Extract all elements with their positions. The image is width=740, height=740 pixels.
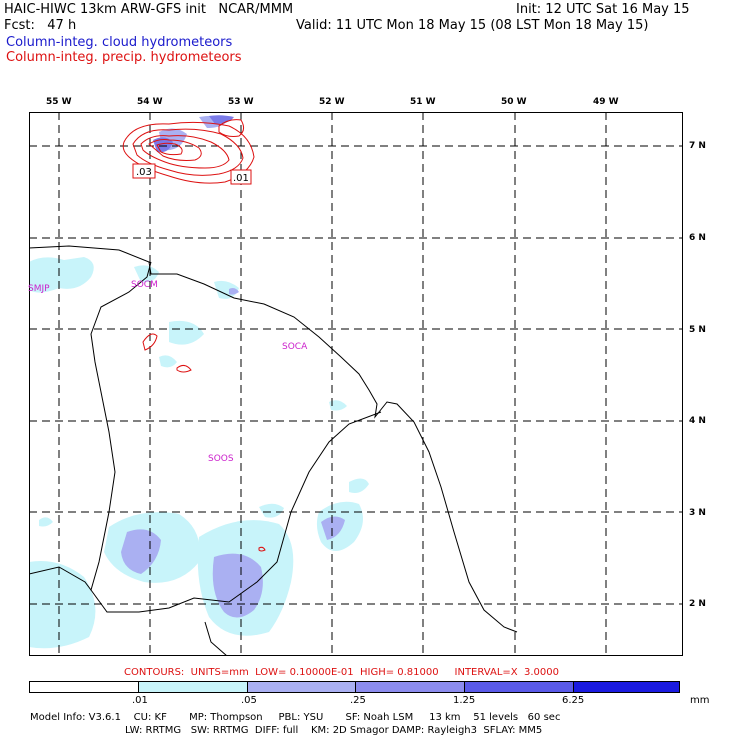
map-frame bbox=[29, 112, 683, 656]
contour-label-01: .01 bbox=[233, 173, 249, 184]
init-time: Init: 12 UTC Sat 16 May 15 bbox=[516, 2, 690, 17]
weather-map: .03 .01 bbox=[29, 112, 683, 656]
station-smjp: SMJP bbox=[28, 284, 50, 294]
map-title: HAIC-HIWC 13km ARW-GFS init NCAR/MMM bbox=[4, 2, 294, 17]
colorbar-tick-05: .05 bbox=[241, 695, 257, 706]
colorbar-bin-6 bbox=[573, 681, 680, 693]
coastline bbox=[29, 245, 518, 656]
lat-label-2n: 2 N bbox=[689, 599, 706, 609]
station-socm: SOCM bbox=[131, 280, 158, 290]
colorbar-bin-3 bbox=[247, 681, 356, 693]
lon-label-49w: 49 W bbox=[593, 97, 619, 107]
contour-label-box-1 bbox=[132, 163, 156, 179]
cloud-shading-light bbox=[29, 257, 369, 649]
forecast-hour: Fcst: 47 h bbox=[4, 18, 77, 33]
colorbar-tick-625: 6.25 bbox=[562, 695, 585, 706]
lon-label-54w: 54 W bbox=[137, 97, 163, 107]
station-soca: SOCA bbox=[282, 342, 308, 352]
cloud-shading-dark bbox=[153, 115, 234, 153]
lat-label-5n: 5 N bbox=[689, 325, 706, 335]
lon-label-55w: 55 W bbox=[46, 97, 72, 107]
contour-label-03: .03 bbox=[136, 167, 152, 178]
colorbar-tick-25: .25 bbox=[350, 695, 366, 706]
colorbar-bin-1 bbox=[29, 681, 139, 693]
station-soos: SOOS bbox=[208, 454, 234, 464]
model-info-line1: Model Info: V3.6.1 CU: KF MP: Thompson P… bbox=[30, 712, 561, 723]
cloud-shading-medium bbox=[121, 115, 345, 618]
lon-label-52w: 52 W bbox=[319, 97, 345, 107]
contour-label-box-2 bbox=[230, 169, 252, 185]
lat-lon-grid bbox=[29, 112, 683, 656]
lon-label-51w: 51 W bbox=[410, 97, 436, 107]
lat-label-3n: 3 N bbox=[689, 508, 706, 518]
lat-label-6n: 6 N bbox=[689, 233, 706, 243]
lat-label-7n: 7 N bbox=[689, 141, 706, 151]
lat-label-4n: 4 N bbox=[689, 416, 706, 426]
lon-label-50w: 50 W bbox=[501, 97, 527, 107]
legend-precip: Column-integ. precip. hydrometeors bbox=[6, 50, 242, 65]
lon-label-53w: 53 W bbox=[228, 97, 254, 107]
colorbar-tick-01: .01 bbox=[132, 695, 148, 706]
model-info-line2: LW: RRTMG SW: RRTMG DIFF: full KM: 2D Sm… bbox=[125, 725, 543, 736]
colorbar-bin-5 bbox=[464, 681, 574, 693]
colorbar-bin-4 bbox=[355, 681, 465, 693]
valid-time: Valid: 11 UTC Mon 18 May 15 (08 LST Mon … bbox=[296, 18, 649, 33]
colorbar-unit: mm bbox=[690, 695, 710, 706]
colorbar-tick-125: 1.25 bbox=[453, 695, 476, 706]
legend-cloud: Column-integ. cloud hydrometeors bbox=[6, 35, 233, 50]
contours-info: CONTOURS: UNITS=mm LOW= 0.10000E-01 HIGH… bbox=[124, 667, 559, 678]
colorbar-bin-2 bbox=[138, 681, 248, 693]
